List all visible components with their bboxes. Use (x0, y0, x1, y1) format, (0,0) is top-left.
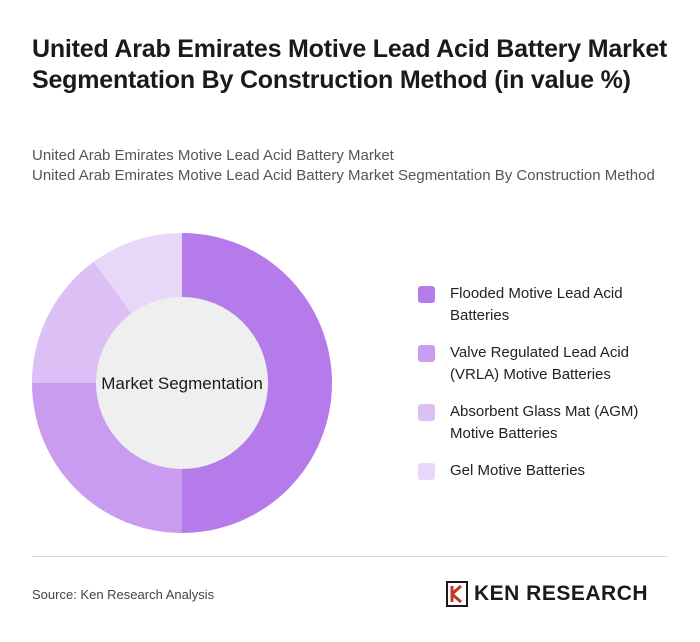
legend-item-1: Flooded Motive Lead Acid Batteries (418, 283, 678, 327)
legend-swatch (418, 286, 435, 303)
chart-subtitle: United Arab Emirates Motive Lead Acid Ba… (32, 146, 662, 185)
legend-label: Flooded Motive Lead Acid Batteries (450, 285, 623, 324)
source-note: Source: Ken Research Analysis (32, 587, 215, 602)
legend-item-4: Gel Motive Batteries (418, 460, 678, 482)
donut-hole (96, 297, 268, 469)
chart-title: United Arab Emirates Motive Lead Acid Ba… (32, 35, 668, 94)
legend-item-3: Absorbent Glass Mat (AGM) Motive Batteri… (418, 401, 678, 445)
legend-label: Gel Motive Batteries (450, 462, 586, 479)
donut-chart: Market Segmentation (32, 233, 332, 533)
legend-swatch (418, 404, 435, 421)
legend-item-2: Valve Regulated Lead Acid (VRLA) Motive … (418, 342, 678, 386)
ken-research-logo: KEN RESEARCH (446, 580, 648, 608)
legend-swatch (418, 345, 435, 362)
chart-legend: Flooded Motive Lead Acid Batteries Valve … (418, 283, 678, 497)
subtitle-line-2: United Arab Emirates Motive Lead Acid Ba… (32, 166, 655, 184)
ken-research-logo-icon (446, 581, 468, 607)
footer-divider (32, 556, 668, 557)
subtitle-line-1: United Arab Emirates Motive Lead Acid Ba… (32, 147, 394, 164)
legend-swatch (418, 463, 435, 480)
logo-text: KEN RESEARCH (474, 582, 649, 605)
legend-label: Absorbent Glass Mat (AGM) Motive Batteri… (450, 403, 639, 442)
legend-label: Valve Regulated Lead Acid (VRLA) Motive … (450, 344, 630, 383)
donut-center-label: Market Segmentation (101, 374, 263, 393)
